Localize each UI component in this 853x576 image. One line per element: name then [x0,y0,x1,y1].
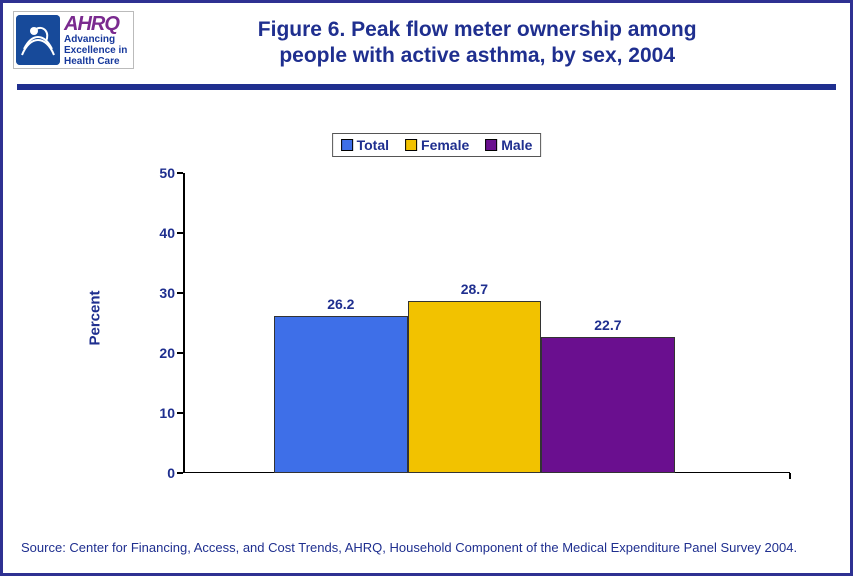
legend-swatch [405,139,417,151]
ahrq-brand: AHRQ [64,14,127,34]
y-axis-label: Percent [87,290,104,345]
y-tick-label: 40 [141,225,175,241]
y-tick [177,352,183,354]
y-tick [177,472,183,474]
ahrq-tagline-2: Excellence in [64,45,127,56]
legend-item: Female [405,137,469,153]
source-note: Source: Center for Financing, Access, an… [21,540,832,555]
ahrq-logo: AHRQ Advancing Excellence in Health Care [64,14,127,67]
legend-label: Male [501,137,532,153]
figure-title: Figure 6. Peak flow meter ownership amon… [134,11,840,70]
figure-frame: AHRQ Advancing Excellence in Health Care… [0,0,853,576]
y-tick [177,292,183,294]
bars-group: 26.2 28.7 22.7 [183,173,790,473]
y-tick-label: 10 [141,405,175,421]
title-line-1: Figure 6. Peak flow meter ownership amon… [134,17,820,43]
legend-item: Total [341,137,389,153]
ahrq-tagline-1: Advancing [64,34,127,45]
x-tick [789,473,791,479]
legend-swatch [341,139,353,151]
legend-swatch [485,139,497,151]
bar-value-label: 28.7 [461,281,488,301]
bar-value-label: 22.7 [594,317,621,337]
header-divider [17,84,836,90]
ahrq-tagline-3: Health Care [64,56,127,67]
y-tick-label: 30 [141,285,175,301]
chart: Total Female Male Percent 26.2 28.7 22.7 0 10… [83,133,790,503]
hhs-seal-icon [16,15,60,65]
legend-item: Male [485,137,532,153]
y-tick-label: 50 [141,165,175,181]
y-tick [177,232,183,234]
bar-value-label: 26.2 [327,296,354,316]
plot-area: 26.228.722.7 01020304050 [183,173,790,473]
chart-legend: Total Female Male [332,133,542,157]
y-tick-label: 0 [141,465,175,481]
legend-label: Female [421,137,469,153]
header: AHRQ Advancing Excellence in Health Care… [3,3,850,74]
bar [274,316,408,473]
y-tick [177,412,183,414]
bar [408,301,542,473]
legend-label: Total [357,137,389,153]
bar [541,337,675,473]
y-tick-label: 20 [141,345,175,361]
y-tick [177,172,183,174]
title-line-2: people with active asthma, by sex, 2004 [134,43,820,69]
logo-box: AHRQ Advancing Excellence in Health Care [13,11,134,69]
